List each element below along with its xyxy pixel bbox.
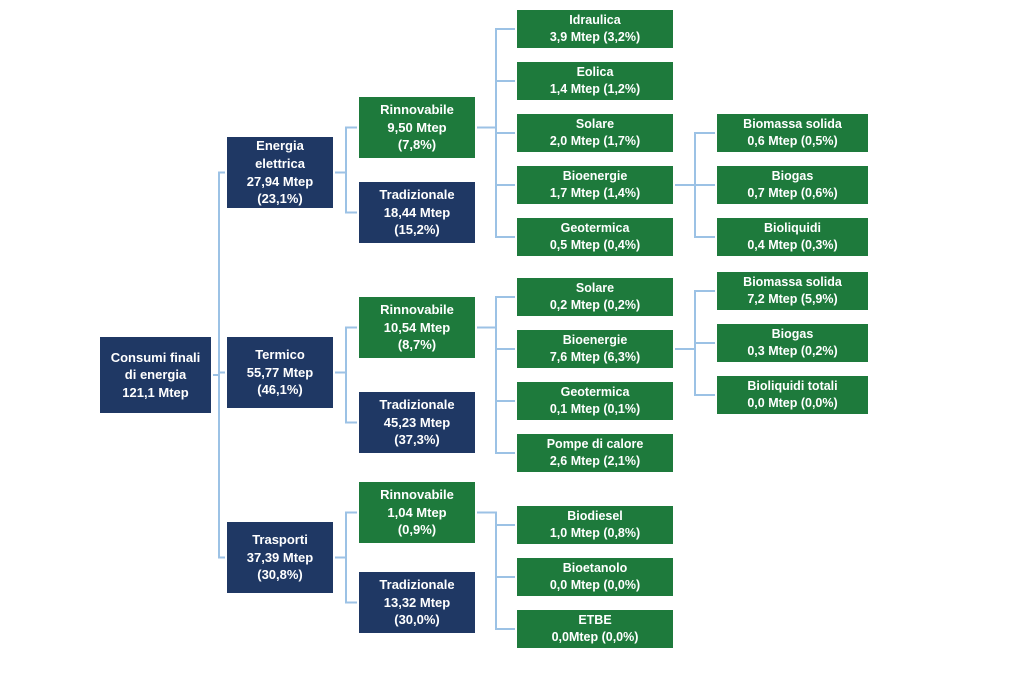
value: 7,2 Mtep (5,9%) — [747, 291, 837, 308]
node-termico: Termico 55,77 Mtep (46,1%) — [225, 335, 335, 410]
pct: (30,8%) — [257, 566, 303, 584]
value: 37,39 Mtep — [247, 549, 313, 567]
value: 18,44 Mtep — [384, 204, 450, 222]
value: 1,04 Mtep — [387, 504, 446, 522]
node-te-biogas: Biogas0,3 Mtep (0,2%) — [715, 322, 870, 364]
label: Rinnovabile — [380, 101, 454, 119]
value: 0,5 Mtep (0,4%) — [550, 237, 640, 254]
pct: (15,2%) — [394, 221, 440, 239]
label: Bioliquidi — [764, 220, 821, 237]
label: Tradizionale — [379, 186, 454, 204]
value: 0,2 Mtep (0,2%) — [550, 297, 640, 314]
value: 2,0 Mtep (1,7%) — [550, 133, 640, 150]
node-tr-trad: Tradizionale 13,32 Mtep (30,0%) — [357, 570, 477, 635]
pct: (46,1%) — [257, 381, 303, 399]
value: 0,4 Mtep (0,3%) — [747, 237, 837, 254]
value: 10,54 Mtep — [384, 319, 450, 337]
label: Geotermica — [561, 384, 630, 401]
label: Bioetanolo — [563, 560, 628, 577]
label: Pompe di calore — [547, 436, 644, 453]
node-el-geotermica: Geotermica0,5 Mtep (0,4%) — [515, 216, 675, 258]
label: Tradizionale — [379, 396, 454, 414]
node-el-trad: Tradizionale 18,44 Mtep (15,2%) — [357, 180, 477, 245]
value: 0,6 Mtep (0,5%) — [747, 133, 837, 150]
label: Geotermica — [561, 220, 630, 237]
value: 7,6 Mtep (6,3%) — [550, 349, 640, 366]
label: Biogas — [772, 168, 814, 185]
node-tr-etbe: ETBE0,0Mtep (0,0%) — [515, 608, 675, 650]
node-el-bioenergie: Bioenergie1,7 Mtep (1,4%) — [515, 164, 675, 206]
value: 45,23 Mtep — [384, 414, 450, 432]
label: Tradizionale — [379, 576, 454, 594]
value: 55,77 Mtep — [247, 364, 313, 382]
node-tr-bioetanolo: Bioetanolo0,0 Mtep (0,0%) — [515, 556, 675, 598]
value: 0,0 Mtep (0,0%) — [550, 577, 640, 594]
label: Solare — [576, 116, 614, 133]
node-te-rin: Rinnovabile 10,54 Mtep (8,7%) — [357, 295, 477, 360]
value: 1,7 Mtep (1,4%) — [550, 185, 640, 202]
label: Eolica — [577, 64, 614, 81]
label: Rinnovabile — [380, 301, 454, 319]
label: Biogas — [772, 326, 814, 343]
node-el-idraulica: Idraulica3,9 Mtep (3,2%) — [515, 8, 675, 50]
label: Rinnovabile — [380, 486, 454, 504]
node-te-bioenergie: Bioenergie7,6 Mtep (6,3%) — [515, 328, 675, 370]
value: 27,94 Mtep — [247, 173, 313, 191]
value: 0,0Mtep (0,0%) — [552, 629, 639, 646]
pct: (8,7%) — [398, 336, 436, 354]
node-el-bioliquidi: Bioliquidi0,4 Mtep (0,3%) — [715, 216, 870, 258]
node-te-pompe: Pompe di calore2,6 Mtep (2,1%) — [515, 432, 675, 474]
node-el-rin: Rinnovabile 9,50 Mtep (7,8%) — [357, 95, 477, 160]
label: Bioenergie — [563, 332, 628, 349]
label: Bioenergie — [563, 168, 628, 185]
label: ETBE — [578, 612, 611, 629]
pct: (0,9%) — [398, 521, 436, 539]
node-te-solare: Solare0,2 Mtep (0,2%) — [515, 276, 675, 318]
label: Biodiesel — [567, 508, 623, 525]
pct: (37,3%) — [394, 431, 440, 449]
value: 1,4 Mtep (1,2%) — [550, 81, 640, 98]
node-tr-biodiesel: Biodiesel1,0 Mtep (0,8%) — [515, 504, 675, 546]
label: Consumi finali — [111, 349, 201, 367]
value: 0,0 Mtep (0,0%) — [747, 395, 837, 412]
node-root: Consumi finali di energia 121,1 Mtep — [98, 335, 213, 415]
pct: (30,0%) — [394, 611, 440, 629]
label: Termico — [255, 346, 305, 364]
label: Energia elettrica — [233, 137, 327, 172]
node-te-geotermica: Geotermica0,1 Mtep (0,1%) — [515, 380, 675, 422]
label: Idraulica — [569, 12, 620, 29]
value: 13,32 Mtep — [384, 594, 450, 612]
label: Biomassa solida — [743, 116, 842, 133]
value: 0,3 Mtep (0,2%) — [747, 343, 837, 360]
node-el-biogas: Biogas0,7 Mtep (0,6%) — [715, 164, 870, 206]
node-el-solare: Solare2,0 Mtep (1,7%) — [515, 112, 675, 154]
node-elettrica: Energia elettrica 27,94 Mtep (23,1%) — [225, 135, 335, 210]
value: 3,9 Mtep (3,2%) — [550, 29, 640, 46]
label: di energia — [125, 366, 186, 384]
node-te-bioliquidi: Bioliquidi totali0,0 Mtep (0,0%) — [715, 374, 870, 416]
pct: (7,8%) — [398, 136, 436, 154]
node-el-eolica: Eolica1,4 Mtep (1,2%) — [515, 60, 675, 102]
node-te-biomassa: Biomassa solida7,2 Mtep (5,9%) — [715, 270, 870, 312]
node-el-biomassa: Biomassa solida0,6 Mtep (0,5%) — [715, 112, 870, 154]
label: Bioliquidi totali — [747, 378, 837, 395]
label: Solare — [576, 280, 614, 297]
node-trasporti: Trasporti 37,39 Mtep (30,8%) — [225, 520, 335, 595]
value: 9,50 Mtep — [387, 119, 446, 137]
node-tr-rin: Rinnovabile 1,04 Mtep (0,9%) — [357, 480, 477, 545]
label: Trasporti — [252, 531, 308, 549]
value: 0,1 Mtep (0,1%) — [550, 401, 640, 418]
pct: (23,1%) — [257, 190, 303, 208]
value: 1,0 Mtep (0,8%) — [550, 525, 640, 542]
label: Biomassa solida — [743, 274, 842, 291]
value: 121,1 Mtep — [122, 384, 188, 402]
node-te-trad: Tradizionale 45,23 Mtep (37,3%) — [357, 390, 477, 455]
value: 2,6 Mtep (2,1%) — [550, 453, 640, 470]
value: 0,7 Mtep (0,6%) — [747, 185, 837, 202]
